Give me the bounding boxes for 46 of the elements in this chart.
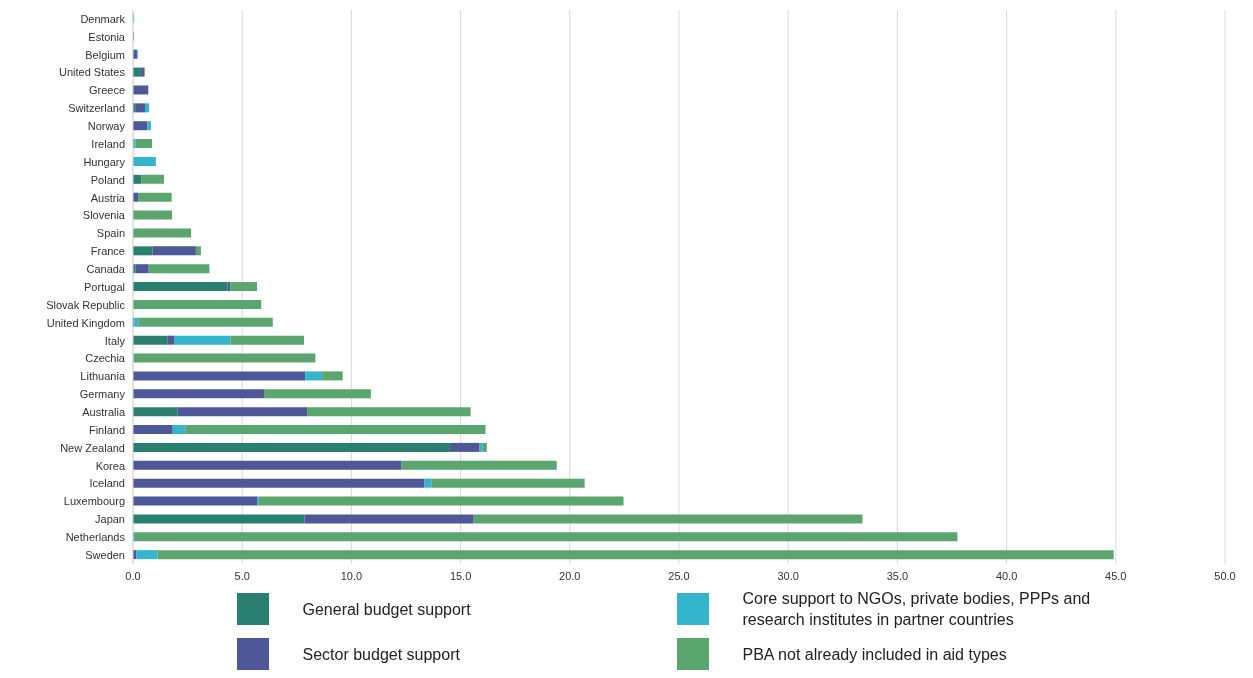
y-tick-label: Lithuania (80, 370, 126, 383)
y-tick-label: Finland (88, 423, 125, 436)
y-tick-label: Switzerland (68, 102, 125, 115)
y-tick-label: New Zealand (60, 441, 125, 454)
y-tick-label: Ireland (91, 137, 125, 150)
y-tick-label: Estonia (88, 30, 126, 43)
legend-label: Sector budget support (302, 644, 461, 665)
y-tick-label: United Kingdom (46, 316, 125, 329)
y-tick-label: Luxembourg (63, 495, 125, 508)
y-tick-label: France (90, 245, 125, 258)
y-tick-label: Slovak Republic (46, 298, 126, 311)
legend-label: PBA not already included in aid types (742, 644, 1008, 665)
x-tick-label: 15.0 (449, 569, 472, 582)
x-tick-label: 25.0 (668, 569, 690, 582)
x-tick-label: 30.0 (777, 569, 799, 582)
y-tick-label: Austria (90, 191, 126, 204)
legend-label: General budget support (302, 599, 472, 620)
y-tick-label: Slovenia (82, 209, 126, 222)
y-tick-label: Hungary (83, 155, 126, 168)
y-tick-label: Greece (88, 84, 125, 97)
y-tick-label: Poland (90, 173, 125, 186)
y-tick-label: Belgium (85, 48, 125, 61)
y-tick-label: Portugal (84, 280, 125, 293)
y-tick-label: Canada (86, 263, 126, 276)
y-tick-label: Denmark (80, 12, 126, 25)
x-tick-label: 0.0 (125, 569, 141, 582)
x-tick-label: 40.0 (995, 569, 1018, 582)
y-tick-label: Italy (104, 334, 126, 347)
y-tick-label: Norway (87, 120, 126, 133)
x-tick-label: 10.0 (340, 569, 363, 582)
y-tick-label: Korea (95, 459, 126, 472)
x-tick-label: 35.0 (886, 569, 909, 582)
y-tick-label: United States (58, 66, 126, 79)
y-tick-label: Japan (95, 513, 125, 526)
legend-label: Core support to NGOs, private bodies, PPPs and research institutes in partner countries (742, 589, 1092, 630)
y-tick-label: Netherlands (65, 531, 126, 544)
y-tick-label: Iceland (89, 477, 125, 490)
x-tick-label: 50.0 (1214, 569, 1236, 582)
y-tick-label: Spain (96, 227, 125, 240)
x-tick-label: 20.0 (559, 569, 581, 582)
y-tick-label: Sweden (85, 548, 125, 561)
y-tick-label: Czechia (85, 352, 126, 365)
y-tick-label: Germany (79, 388, 126, 401)
x-tick-label: 45.0 (1105, 569, 1127, 582)
y-tick-label: Australia (82, 406, 126, 418)
x-tick-label: 5.0 (234, 569, 250, 582)
